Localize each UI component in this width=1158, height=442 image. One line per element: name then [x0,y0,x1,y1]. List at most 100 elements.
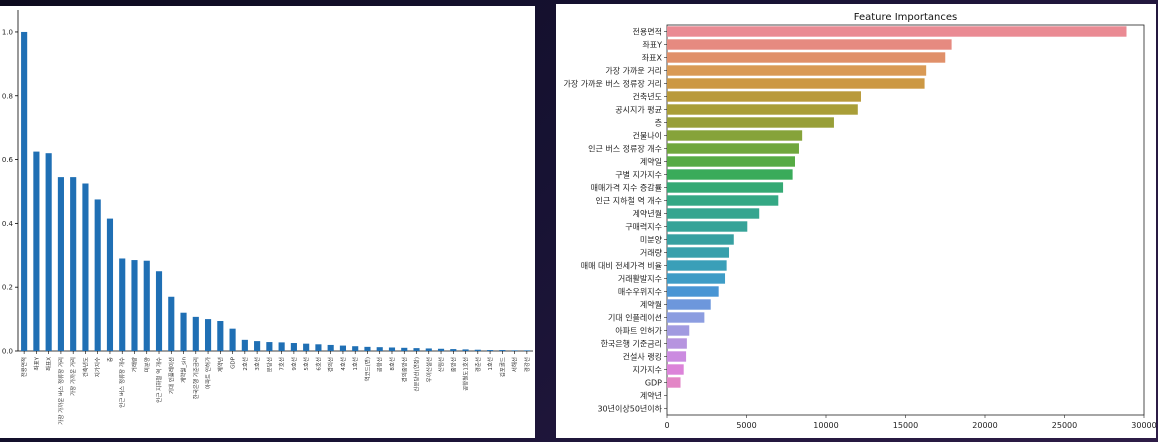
bar [667,273,726,284]
x-tick-label: 가장 가까운 거리 [69,357,77,396]
bar [339,345,347,351]
x-tick-label: 인근 지하철 역 개수 [155,357,163,403]
bar [511,350,518,351]
x-tick-label: 6호선 [314,357,322,371]
y-tick-label: 기대 인플레이션 [608,313,662,323]
bar [155,271,163,351]
bar [667,156,795,167]
bar [667,247,730,258]
y-tick-label: 전용면적 [633,27,662,37]
bar [119,258,126,351]
y-tick-label: 좌표X [642,54,663,63]
x-tick-label: 경의중앙선 [400,357,408,382]
bar [667,312,705,323]
vertical-bar-chart-svg: 0.0 0.2 0.4 0.6 0.8 1.0 전용면적 좌표Y 좌표X 가장 가까운 버스 정류… [2,10,533,425]
x-tick-label: 한국은행 기준금리 [192,357,200,399]
bar [667,78,925,89]
x-tick-label: 공항선 [376,357,384,372]
bar [667,130,803,141]
x-tick-label: 김포골드 [499,357,506,377]
x-tick-label: 전용면적 [20,357,28,377]
bar [82,183,89,351]
y-tick-label: 아파트 인허가 [615,326,662,336]
bar [413,348,420,351]
y-tick-label: 계약년 [640,391,662,401]
bar [204,319,212,351]
y-tick-label: 한국은행 기준금리 [601,339,662,349]
y-tick-label: GDP [645,379,662,388]
y-tick-label: 가장 가까운 버스 정류장 거리 [564,79,663,89]
bar [667,351,687,362]
bar [290,343,297,351]
x-tick-label: 신분당선(연장) [413,357,421,392]
x-tick-label: 5호선 [302,357,310,371]
bar [667,364,684,375]
x-tick-label: 4호선 [339,357,347,371]
bar [667,182,784,193]
bar [33,151,40,351]
y-tick-label: 0.0 [2,348,13,356]
bar [667,208,760,219]
x-tick-label: 아파트 인허가 [204,357,212,389]
y-tick-label: 좌표Y [642,41,662,50]
bar [364,346,371,351]
x-tick-label: 계약월_sin [180,356,188,382]
bar [667,325,690,336]
y-tick-label: 미분양 [640,236,663,245]
x-tick-label: 신림선 [437,357,445,372]
x-tick-label: 미분양 [143,357,151,372]
bar [278,342,285,351]
bar [667,286,719,297]
bar [388,347,396,351]
bar [523,350,530,351]
y-tick-label: 1.0 [2,28,13,36]
y-tick-label: 구별 지가지수 [615,170,662,180]
bar [70,177,77,351]
bar [180,312,187,351]
x-tick-label: 거래량 [130,357,138,372]
x-tick-label: 역코드(면) [363,357,371,382]
x-tick-label: 5000 [736,421,756,430]
y-tick-label: 건설사 랭킹 [623,352,662,362]
x-tick-label: 1호선 [486,357,494,371]
y-tick-label: 계약월 [640,300,662,310]
x-tick-label: 중앙선 [449,357,457,372]
x-tick-label: 분당선 [265,357,273,372]
x-tick-label: 인근 버스 정류장 개수 [118,357,126,408]
bar [667,377,681,388]
bar [667,104,858,115]
x-tick-label: 경의선 [327,357,335,372]
bar [303,343,310,351]
bar [437,348,445,351]
bar [21,31,28,351]
y-tick-label: 매매가격 지수 증감률 [591,183,662,193]
y-tick-label: 0.8 [2,92,13,100]
x-tick-label: 8호선 [388,357,396,371]
bar [192,316,199,351]
bar [352,346,359,351]
bar [57,177,64,351]
x-tick-label: 0 [664,421,669,430]
bar [667,234,734,245]
y-tick-label: 매매 대비 전세가격 비율 [581,261,662,271]
bar [450,349,457,351]
y-tick-label: 공시지가 평균 [615,105,662,115]
bar [474,349,481,351]
bar [376,347,383,351]
bar [425,348,432,351]
x-tick-label: 9호선 [290,357,298,371]
x-tick-label: 가장 가까운 버스 정류장 거리 [57,357,65,425]
bar [667,143,799,154]
bar [45,153,52,351]
y-tick-label: 층 [655,119,662,128]
x-tick-label: GDP [231,356,237,368]
y-tick-label: 건축년도 [633,92,662,102]
y-tick-label: 30년이상50년이하 [597,404,662,414]
bar [499,350,506,351]
x-tick-label: 2호선 [241,357,249,371]
feature-importance-horizontal-chart: Feature Importances 전용면적 좌표Y 좌표X 가장 가까운 거리 가장… [556,4,1156,438]
x-tick-label: 좌표Y [32,356,40,370]
y-tick-label: 0.4 [2,220,14,228]
y-tick-label: 매수우위지수 [618,288,662,297]
